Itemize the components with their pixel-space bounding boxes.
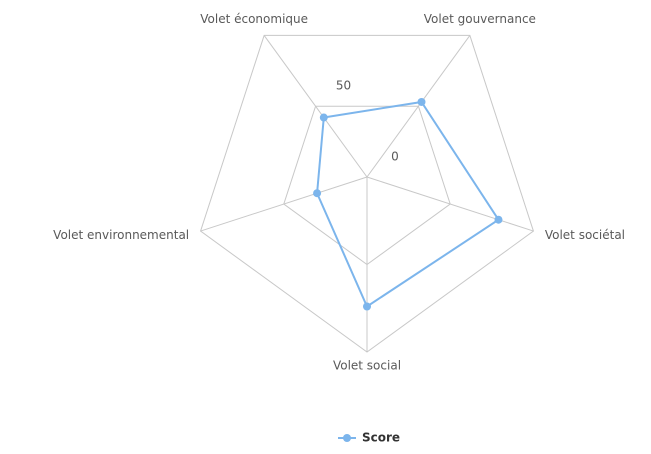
spoke [200, 176, 368, 232]
series-point [417, 97, 426, 106]
series-line [316, 100, 500, 308]
r-tick-label: 0 [391, 150, 399, 164]
axis-label: Volet gouvernance [424, 12, 536, 26]
axis-label: Volet économique [200, 12, 308, 26]
axis-label: Volet environnemental [53, 228, 189, 242]
spoke [263, 35, 368, 178]
spoke [366, 176, 534, 232]
grid-ring [283, 105, 451, 266]
r-tick-label: 50 [336, 79, 351, 93]
axis-label: Volet social [333, 359, 401, 373]
legend-label: Score [362, 431, 400, 445]
grid-ring [199, 34, 535, 353]
series-point [319, 113, 328, 122]
legend-marker [343, 434, 351, 442]
series-point [363, 302, 371, 311]
spoke [366, 35, 471, 178]
series-point [494, 215, 503, 224]
series-point [313, 189, 322, 198]
axis-label: Volet sociétal [545, 228, 625, 242]
